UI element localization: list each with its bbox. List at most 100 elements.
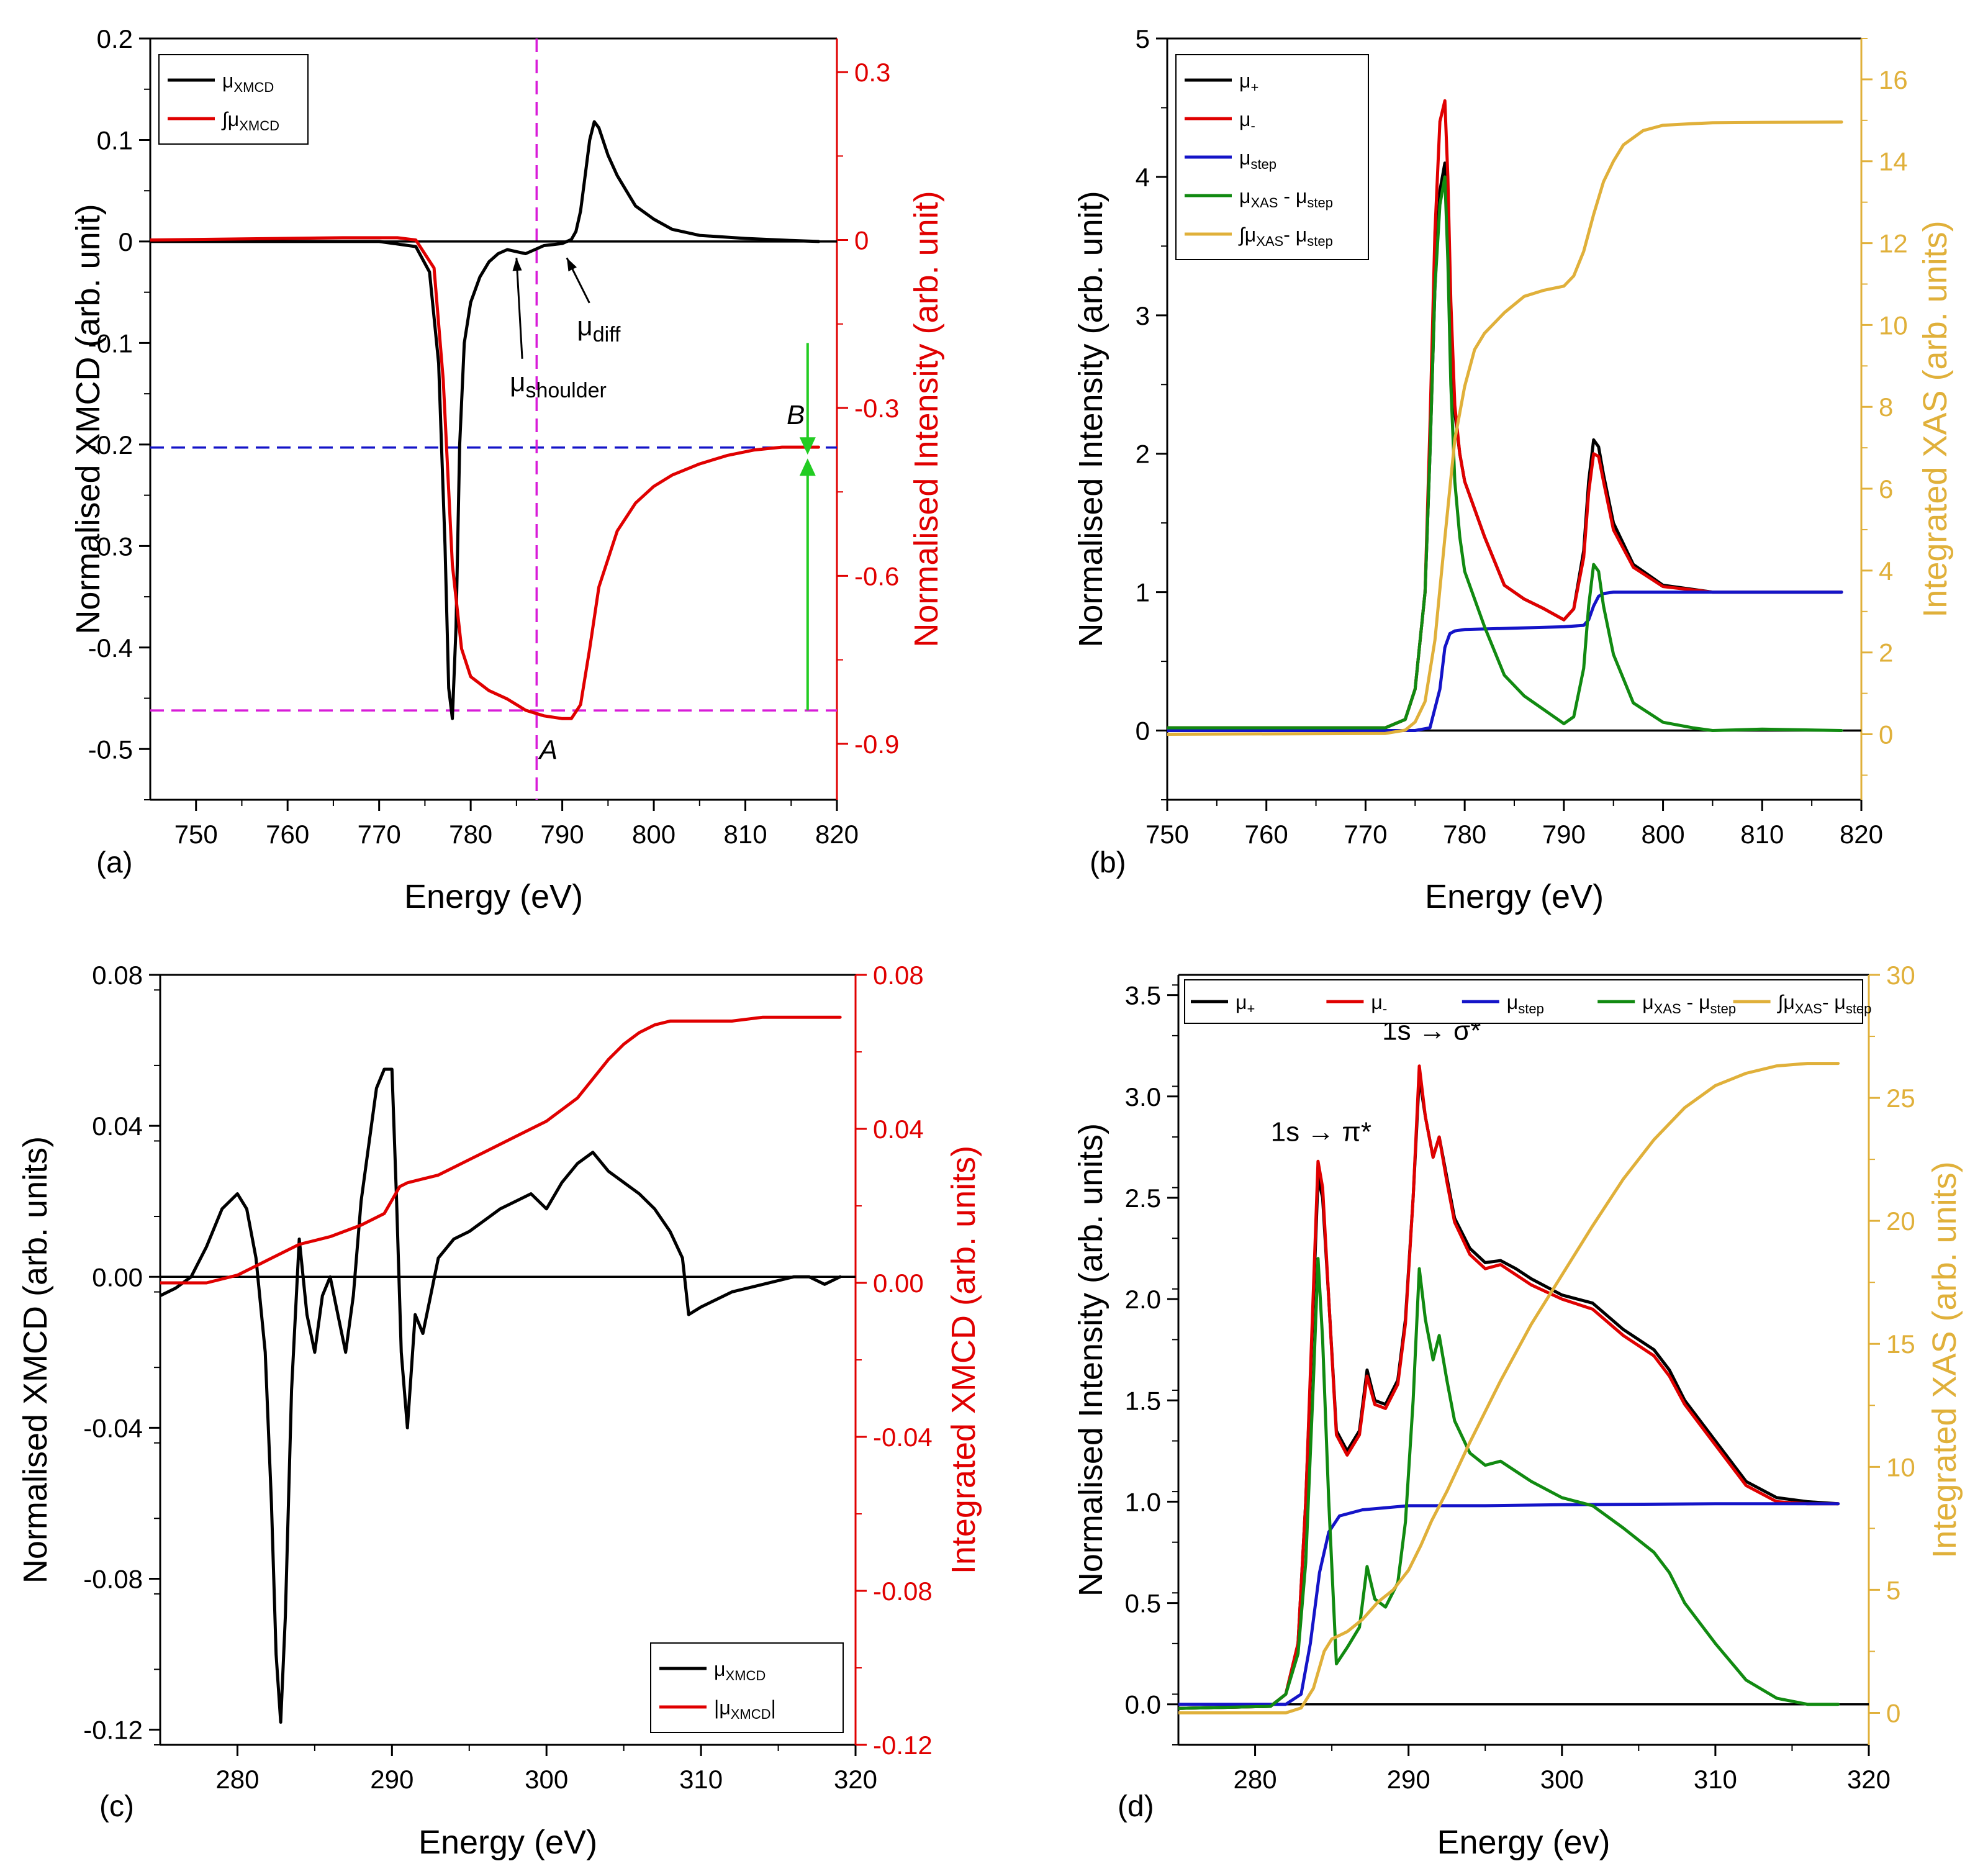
y-tick-label: 2 xyxy=(1136,440,1150,469)
plot-area xyxy=(150,38,837,800)
series-step xyxy=(1178,1502,1840,1706)
legend-label: μ- xyxy=(1371,991,1387,1016)
x-tick-label: 320 xyxy=(834,1765,877,1794)
legend-label: μstep xyxy=(1239,147,1276,172)
x-tick-label: 300 xyxy=(525,1765,568,1794)
panel-b: 750 760 770 780 790 800 810 8200123450246810121… xyxy=(1072,24,1954,915)
y-tick-label: -0.3 xyxy=(88,532,133,561)
y2-tick-label: 20 xyxy=(1886,1206,1915,1236)
series-xas-step xyxy=(1178,1257,1840,1710)
y2-axis-title: Integrated XAS (arb. units) xyxy=(1917,220,1954,617)
legend-label: μXMCD xyxy=(714,1658,766,1683)
y2-tick-label: 0 xyxy=(854,226,869,255)
y2-tick-label: -0.04 xyxy=(873,1423,933,1452)
legend-box xyxy=(158,54,309,145)
green-arrowhead-up xyxy=(799,458,816,476)
y-axis-title: Normalised Intensity (arb. units) xyxy=(1072,1123,1109,1596)
x-axis-title: Energy (eV) xyxy=(1425,878,1604,915)
y-tick-label: 5 xyxy=(1136,24,1150,53)
x-tick-label: 760 xyxy=(266,820,309,849)
y2-tick-label: 2 xyxy=(1879,638,1893,668)
y2-tick-label: 30 xyxy=(1886,961,1915,990)
legend-label: ∫μXMCD xyxy=(221,108,279,134)
x-tick-label: 770 xyxy=(358,820,401,849)
x-tick-label: 290 xyxy=(370,1765,413,1794)
y-axis-title: Normalised Intensity (arb. unit) xyxy=(1072,191,1109,647)
y2-tick-label: 16 xyxy=(1879,65,1908,94)
x-tick-label: 320 xyxy=(1847,1765,1891,1794)
y-tick-label: 3 xyxy=(1136,301,1150,330)
x-tick-label: 770 xyxy=(1344,820,1387,849)
y-tick-label: -0.1 xyxy=(88,328,133,358)
x-tick-label: 790 xyxy=(1542,820,1586,849)
series-step xyxy=(1167,591,1843,732)
legend-label: μXMCD xyxy=(222,70,274,95)
x-axis-title: Energy (ev) xyxy=(1437,1824,1610,1861)
y-tick-label: 0 xyxy=(1136,717,1150,746)
y2-tick-label: 14 xyxy=(1879,147,1908,176)
plot-area xyxy=(160,1015,856,1724)
legend: μXMCD |μXMCD| xyxy=(650,1642,844,1733)
series-xmcd xyxy=(150,236,820,720)
plot-area xyxy=(1178,1062,1869,1714)
y-tick-label: 0.08 xyxy=(92,961,143,990)
x-tick-label: 750 xyxy=(174,820,218,849)
series-xmcd xyxy=(150,120,820,720)
x-tick-label: 780 xyxy=(1443,820,1486,849)
y2-tick-label: 5 xyxy=(1886,1575,1900,1605)
x-tick-label: 820 xyxy=(1840,820,1883,849)
x-tick-label: 310 xyxy=(679,1765,723,1794)
y-axis-title: Normalised XMCD (arb. units) xyxy=(17,1136,54,1583)
y2-tick-label: 0.00 xyxy=(873,1269,924,1298)
y-tick-label: 1 xyxy=(1136,578,1150,607)
x-tick-label: 820 xyxy=(815,820,859,849)
y2-tick-label: 25 xyxy=(1886,1084,1915,1113)
y-tick-label: 2.5 xyxy=(1125,1184,1161,1213)
panel-label: (c) xyxy=(99,1790,134,1823)
panel-a: 750 760 770 780 790 800 810 820 0.2 0.1 0 -0.1 -0.2 -… xyxy=(70,24,945,915)
x-tick-label: 310 xyxy=(1694,1765,1737,1794)
y-tick-label: -0.2 xyxy=(88,430,133,459)
panel-label: (b) xyxy=(1090,846,1126,879)
legend: μ+ μ-μstep μXAS - μstep ∫μXAS- μstep xyxy=(1184,979,1871,1024)
y2-axis-title: Normalised Intensity (arb. unit) xyxy=(908,191,945,647)
y2-tick-label: 0.08 xyxy=(873,961,924,990)
y2-tick-label: 10 xyxy=(1879,310,1908,340)
series-xmcd xyxy=(160,1067,842,1724)
x-axis-title: Energy (eV) xyxy=(404,878,583,915)
y-tick-label: 3.0 xyxy=(1125,1082,1161,1111)
y-tick-label: 1.0 xyxy=(1125,1487,1161,1516)
y-tick-label: 0.1 xyxy=(97,125,133,155)
y2-tick-label: 15 xyxy=(1886,1329,1915,1359)
x-tick-label: 780 xyxy=(449,820,492,849)
y2-tick-label: 12 xyxy=(1879,229,1908,258)
y2-axis-title: Integrated XAS (arb. units) xyxy=(1926,1161,1963,1558)
legend-label: μ+ xyxy=(1239,70,1258,95)
panel-d: 280 290 300 310 320 0.0 0.5 1.0 1.5 2.0 2.5 3.0 3.5 0… xyxy=(1072,961,1963,1861)
y-tick-label: 1.5 xyxy=(1125,1386,1161,1415)
annotation-arrow xyxy=(515,258,523,359)
y2-tick-label: -0.3 xyxy=(854,394,899,423)
x-tick-label: 810 xyxy=(723,820,767,849)
series-xas-step xyxy=(1167,175,1843,732)
y2-tick-label: 0.04 xyxy=(873,1115,924,1144)
y2-tick-label: 0 xyxy=(1879,720,1893,749)
legend-label: μXAS - μstep xyxy=(1642,991,1736,1016)
series-item xyxy=(1178,1064,1840,1710)
legend-label: μXAS - μstep xyxy=(1239,185,1333,210)
legend: μ+ μ-μstep μXAS - μstep ∫μXAS- μstep xyxy=(1175,54,1369,260)
legend-label: μstep xyxy=(1507,991,1544,1016)
plot-area xyxy=(1167,99,1861,736)
x-tick-label: 810 xyxy=(1740,820,1784,849)
y-tick-label: -0.5 xyxy=(88,735,133,764)
y2-tick-label: -0.12 xyxy=(873,1731,933,1760)
x-tick-label: 280 xyxy=(1234,1765,1277,1794)
annotation-label: A xyxy=(538,735,558,766)
y-tick-label: 0.0 xyxy=(1125,1690,1161,1719)
y2-tick-label: 8 xyxy=(1879,392,1893,422)
legend-box xyxy=(650,1642,844,1733)
series-xas-step xyxy=(1178,1062,1840,1714)
y-tick-label: 0 xyxy=(119,227,133,256)
y2-tick-label: 0.3 xyxy=(854,58,890,87)
